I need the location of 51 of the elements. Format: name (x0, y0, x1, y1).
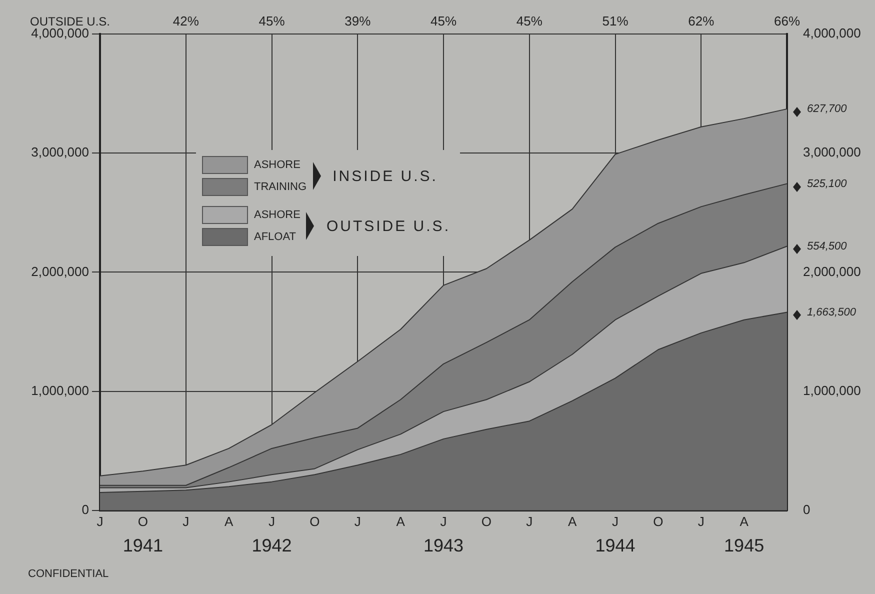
y2-tick-label: 4,000,000 (803, 26, 861, 41)
x-tick-label: J (96, 514, 104, 529)
y-tick-label: 2,000,000 (31, 264, 89, 279)
x-tick-label: A (224, 514, 234, 529)
x-tick-label: J (268, 514, 275, 529)
x-tick-label: A (396, 514, 406, 529)
x-tick-label: O (310, 514, 320, 529)
legend-label: TRAINING (254, 181, 307, 193)
x-tick-label: O (653, 514, 664, 529)
x-tick-label: O (138, 514, 148, 529)
data-label: 627,700 (807, 103, 848, 115)
text: CONFIDENTIAL (28, 568, 109, 580)
data-label: 554,500 (807, 240, 848, 252)
x-tick-label: J (612, 514, 618, 529)
text: 66% (774, 14, 800, 29)
y2-tick-label: 2,000,000 (803, 264, 861, 279)
y2-tick-label: 1,000,000 (803, 382, 861, 398)
legend-label: ASHORE (254, 159, 300, 171)
text: 45% (430, 14, 457, 29)
x-tick-label: J (440, 514, 447, 529)
text: 1943 (423, 535, 464, 556)
x-tick-label: O (481, 514, 492, 529)
text: 1942 (252, 535, 292, 556)
x-tick-label: A (568, 514, 577, 529)
x-tick-label: J (698, 514, 704, 529)
x-tick-label: J (526, 514, 533, 529)
x-tick-label: A (740, 514, 749, 529)
text: 51% (602, 14, 629, 29)
text: ASHORE (254, 209, 300, 221)
annotation: OUTSIDE U.S. (326, 218, 450, 234)
y-tick-label: 0 (82, 502, 89, 517)
text: 62% (688, 14, 715, 29)
y2-tick-label: 0 (803, 502, 810, 517)
text: 45% (258, 14, 286, 29)
text: OUTSIDE U.S. (30, 14, 110, 28)
x-tick-label: J (182, 514, 190, 529)
y-tick-label: 4,000,000 (31, 26, 89, 41)
text: 42% (172, 14, 200, 29)
y2-tick-label: 3,000,000 (803, 144, 861, 160)
data-label: 1,663,500 (807, 306, 857, 318)
y-tick-label: 1,000,000 (31, 382, 89, 398)
text: 1941 (122, 535, 163, 556)
legend-label: AFLOAT (254, 231, 296, 243)
y-tick-label: 3,000,000 (31, 144, 89, 160)
data-label: 525,100 (807, 178, 848, 190)
annotation: INSIDE U.S. (332, 168, 438, 184)
x-tick-label: J (354, 514, 361, 529)
text: 39% (344, 14, 372, 29)
text: 1945 (724, 535, 764, 556)
text: 1944 (595, 535, 636, 556)
text: 45% (516, 14, 543, 29)
